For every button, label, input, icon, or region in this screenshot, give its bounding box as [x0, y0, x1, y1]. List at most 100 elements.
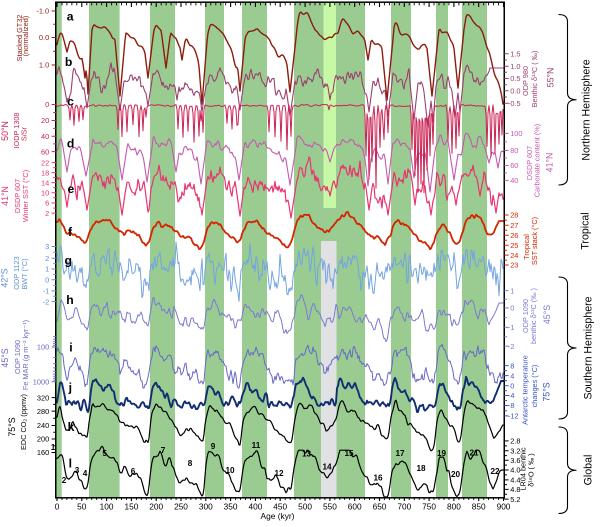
svg-text:-1.0: -1.0: [36, 7, 49, 16]
svg-text:Stacked GT32: Stacked GT32: [15, 15, 24, 62]
svg-text:20: 20: [451, 470, 461, 479]
svg-text:200: 200: [149, 502, 163, 512]
svg-text:400: 400: [248, 502, 262, 512]
svg-text:9: 9: [211, 442, 216, 451]
svg-text:6: 6: [45, 199, 49, 208]
svg-text:ODP 1090: ODP 1090: [521, 299, 530, 333]
svg-text:80: 80: [510, 146, 518, 155]
svg-text:10: 10: [225, 466, 235, 475]
svg-text:41°N: 41°N: [0, 186, 10, 206]
svg-text:1: 1: [51, 443, 56, 452]
svg-text:3.6: 3.6: [510, 456, 520, 465]
svg-text:0: 0: [510, 304, 514, 313]
svg-text:42°S: 42°S: [0, 268, 10, 287]
svg-text:DSDP 607: DSDP 607: [13, 179, 22, 213]
svg-text:320: 320: [37, 393, 49, 402]
svg-text:160: 160: [37, 448, 49, 457]
svg-text:350: 350: [224, 502, 238, 512]
svg-text:1.0: 1.0: [39, 61, 49, 70]
svg-text:1000: 1000: [33, 377, 49, 386]
svg-text:1: 1: [510, 286, 514, 295]
svg-text:280: 280: [37, 407, 49, 416]
svg-text:50: 50: [77, 502, 87, 512]
svg-text:100: 100: [510, 129, 522, 138]
svg-text:h: h: [66, 293, 73, 307]
svg-text:41°N: 41°N: [545, 153, 555, 173]
svg-text:1: 1: [45, 265, 49, 274]
svg-text:28: 28: [510, 211, 518, 220]
svg-text:10: 10: [41, 188, 49, 197]
svg-text:650: 650: [373, 502, 387, 512]
svg-text:4.0: 4.0: [510, 466, 520, 475]
svg-text:50°N: 50°N: [0, 121, 10, 141]
svg-text:300: 300: [199, 502, 213, 512]
svg-text:Southern Hemisphere: Southern Hemisphere: [583, 296, 595, 399]
svg-text:0: 0: [55, 502, 60, 512]
svg-text:g: g: [64, 254, 71, 268]
svg-text:14: 14: [322, 462, 332, 471]
svg-text:2: 2: [45, 254, 49, 263]
svg-text:c: c: [67, 95, 74, 109]
svg-text:-4: -4: [508, 391, 515, 400]
svg-text:6: 6: [131, 467, 136, 476]
svg-text:2.8: 2.8: [510, 437, 520, 446]
svg-text:20: 20: [41, 116, 49, 125]
svg-text:150: 150: [124, 502, 138, 512]
svg-text:5.2: 5.2: [510, 495, 520, 504]
svg-text:-12: -12: [508, 412, 519, 421]
svg-text:-2: -2: [43, 297, 50, 306]
svg-text:17: 17: [395, 449, 405, 458]
svg-text:27: 27: [510, 221, 518, 230]
svg-text:BWT (°C): BWT (°C): [20, 258, 29, 289]
svg-text:0: 0: [45, 276, 49, 285]
svg-text:500: 500: [298, 502, 312, 512]
svg-text:Carbonate content (%): Carbonate content (%): [533, 124, 542, 197]
svg-text:14: 14: [41, 178, 49, 187]
svg-text:Tropical: Tropical: [522, 234, 531, 260]
svg-text:0.5: 0.5: [510, 74, 520, 83]
svg-text:800: 800: [447, 502, 461, 512]
svg-text:600: 600: [348, 502, 362, 512]
svg-text:75°S: 75°S: [542, 382, 552, 401]
svg-text:45°S: 45°S: [542, 305, 552, 324]
svg-text:100: 100: [37, 343, 49, 352]
svg-text:11: 11: [252, 441, 261, 450]
svg-text:l: l: [69, 457, 72, 471]
svg-text:-2: -2: [508, 342, 515, 351]
svg-text:60: 60: [41, 147, 49, 156]
svg-text:850: 850: [472, 502, 486, 512]
svg-text:ODP 1090: ODP 1090: [13, 340, 22, 374]
svg-text:2: 2: [62, 476, 67, 485]
svg-text:22: 22: [41, 158, 49, 167]
svg-text:Antarctic temperature: Antarctic temperature: [521, 355, 530, 425]
svg-text:23: 23: [510, 261, 518, 270]
svg-text:Global: Global: [583, 455, 595, 486]
svg-text:16: 16: [373, 473, 383, 482]
svg-text:8: 8: [188, 459, 193, 468]
svg-text:750: 750: [422, 502, 436, 512]
svg-text:40: 40: [510, 176, 518, 185]
svg-text:DSDP 607: DSDP 607: [525, 146, 534, 180]
svg-text:240: 240: [37, 421, 49, 430]
svg-text:0: 0: [510, 381, 514, 390]
svg-text:13: 13: [302, 449, 312, 458]
svg-text:changes (°C): changes (°C): [530, 365, 539, 408]
svg-text:25: 25: [510, 241, 518, 250]
svg-text:(normalized): (normalized): [21, 16, 30, 57]
svg-text:S/Sr: S/Sr: [20, 126, 29, 141]
svg-text:i: i: [69, 341, 72, 355]
svg-text:f: f: [68, 225, 73, 239]
svg-text:-8: -8: [508, 401, 515, 410]
svg-text:12: 12: [274, 469, 284, 478]
svg-text:-1: -1: [508, 323, 515, 332]
svg-text:100: 100: [100, 502, 114, 512]
svg-text:1.5: 1.5: [510, 50, 520, 59]
svg-text:4: 4: [83, 469, 88, 478]
svg-text:45°S: 45°S: [0, 348, 10, 367]
svg-text:b: b: [65, 55, 72, 69]
svg-text:550: 550: [323, 502, 337, 512]
svg-text:4.4: 4.4: [510, 476, 520, 485]
svg-text:Northern Hemisphere: Northern Hemisphere: [581, 59, 593, 160]
svg-text:8: 8: [510, 361, 514, 370]
svg-text:0.0: 0.0: [510, 87, 520, 96]
